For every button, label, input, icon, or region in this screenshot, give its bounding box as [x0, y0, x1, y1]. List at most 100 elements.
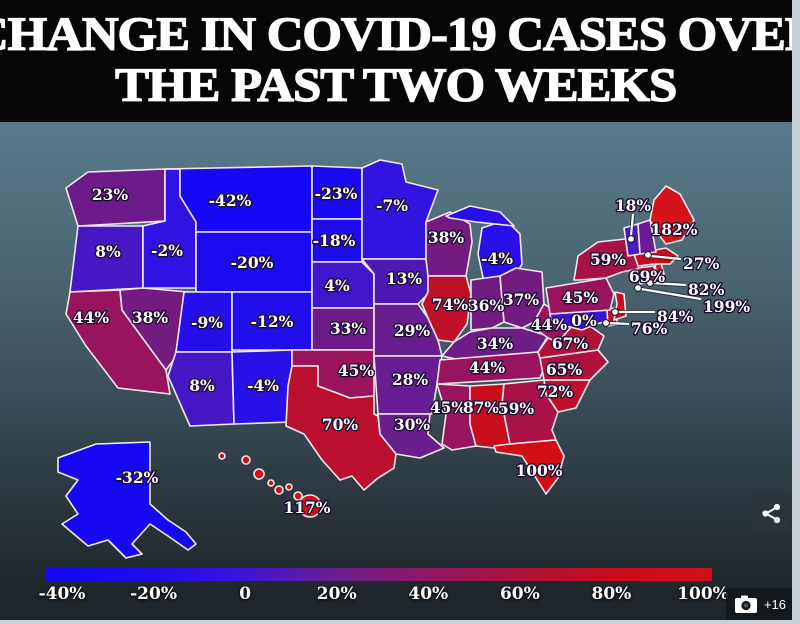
page-title-line1: CHANGE IN COVID-19 CASES OVER [0, 8, 792, 62]
legend-tick-label: 40% [408, 584, 449, 604]
state-label-MI: -4% [481, 249, 513, 268]
callout-DE-line [608, 321, 630, 326]
state-AZ [167, 351, 235, 427]
state-IN [470, 275, 505, 331]
state-label-ID: -2% [151, 241, 183, 260]
title-banner: CHANGE IN COVID-19 CASES OVER THE PAST T… [0, 0, 792, 122]
state-HI-island-3 [267, 479, 275, 487]
state-LA [377, 413, 445, 459]
state-label-CA: 44% [73, 308, 110, 327]
state-label-NH: 27% [683, 254, 720, 273]
callout-DE-dot [602, 319, 610, 327]
state-ME [649, 185, 695, 245]
state-label-MO: 29% [394, 321, 431, 340]
state-AK [57, 441, 197, 559]
state-HI-island-7 [298, 494, 322, 518]
callout-NH-line [650, 254, 682, 261]
share-button[interactable] [752, 494, 790, 532]
state-label-NV: 38% [132, 308, 169, 327]
legend-tick-label: 80% [591, 584, 632, 604]
state-label-ND: -23% [315, 184, 358, 203]
state-label-NY: 59% [590, 250, 627, 269]
state-label-TN: 44% [469, 358, 506, 377]
state-label-WY: -20% [231, 253, 274, 272]
state-label-MD: 0% [571, 311, 597, 330]
state-label-AK: -32% [116, 468, 159, 487]
callout-NJ-dot [611, 308, 619, 316]
state-label-SC: 72% [537, 382, 574, 401]
legend-tick-label: 0 [239, 584, 252, 604]
legend-tick-label: 100% [677, 584, 729, 604]
state-HI-island-1 [241, 455, 251, 465]
page-title-line2: THE PAST TWO WEEKS [115, 59, 679, 112]
state-label-OH: 37% [503, 290, 540, 309]
state-label-OR: 8% [95, 242, 121, 261]
state-TX [285, 365, 397, 491]
state-label-NJ: 84% [657, 307, 694, 326]
state-label-KY: 34% [477, 334, 514, 353]
share-nodes-icon [762, 503, 781, 524]
state-FL [493, 439, 565, 495]
state-label-RI: 199% [703, 297, 750, 316]
colorbar-tick-labels: -40% -20% 0 20% 40% 60% 80% 100% [39, 584, 729, 610]
state-label-UT: -9% [191, 313, 223, 332]
state-MI-part2 [445, 205, 515, 227]
state-label-SD: -18% [313, 231, 356, 250]
state-label-GA: 59% [498, 399, 535, 418]
photo-count-label: +16 [763, 596, 787, 612]
legend-tick-label: 60% [499, 584, 540, 604]
state-HI-island-5 [285, 483, 293, 491]
state-label-CO: -12% [251, 312, 294, 331]
state-label-WA: 23% [92, 185, 129, 204]
callout-RI-line [640, 287, 702, 301]
legend-tick-label: -20% [130, 584, 177, 604]
state-label-NM: -4% [247, 376, 279, 395]
state-label-IN: 36% [468, 296, 505, 315]
state-NH [637, 219, 657, 255]
callout-MA-dot [646, 279, 654, 287]
state-label-MN: -7% [376, 196, 408, 215]
callout-VT-line [629, 213, 635, 237]
state-HI-island-2 [253, 468, 265, 480]
state-label-MA: 82% [688, 280, 725, 299]
us-choropleth-map: 23% 8% 44% 38% -2% -42% -20% -9% -12% 8% -4% -23% -1… [57, 159, 752, 559]
legend-tick-label: -40% [38, 584, 86, 604]
state-HI-island-6 [293, 491, 303, 501]
state-label-MT: -42% [209, 191, 252, 210]
camera-icon [734, 595, 757, 613]
state-label-WV: 44% [531, 315, 568, 334]
state-label-IA: 13% [386, 269, 423, 288]
state-label-HI: 117% [283, 498, 330, 517]
state-label-PA: 45% [562, 288, 599, 307]
state-label-VT: 18% [615, 196, 652, 215]
state-HI-island-4 [274, 485, 284, 495]
state-label-ME: 182% [650, 220, 697, 239]
state-PA [545, 277, 615, 315]
legend-tick-label: 20% [316, 584, 357, 604]
callout-VT-dot [627, 235, 635, 243]
state-AR [373, 355, 443, 415]
state-label-CT: 69% [629, 267, 666, 286]
colorbar-legend: -40% -20% 0 20% 40% 60% 80% 100% [39, 568, 729, 616]
state-HI-island-0 [218, 452, 226, 460]
state-label-VA: 67% [552, 334, 589, 353]
state-label-IL: 74% [432, 295, 469, 314]
state-label-LA: 30% [394, 415, 431, 434]
state-label-NE: 4% [324, 276, 350, 295]
state-label-KS: 33% [330, 319, 367, 338]
state-label-DE: 76% [631, 319, 668, 338]
state-label-AR: 28% [392, 370, 429, 389]
state-label-NC: 65% [546, 360, 583, 379]
colorbar-gradient [45, 568, 712, 581]
state-label-AZ: 8% [189, 376, 215, 395]
state-label-MS: 45% [430, 398, 467, 417]
map-area: 23% 8% 44% 38% -2% -42% -20% -9% -12% 8% -4% -23% -1… [0, 122, 792, 620]
callout-NH-dot [644, 251, 652, 259]
state-IL [421, 275, 472, 343]
state-label-OK: 45% [338, 361, 375, 380]
photo-count-badge[interactable]: +16 [726, 588, 792, 620]
state-label-TX: 70% [322, 415, 359, 434]
state-label-FL: 100% [515, 461, 562, 480]
